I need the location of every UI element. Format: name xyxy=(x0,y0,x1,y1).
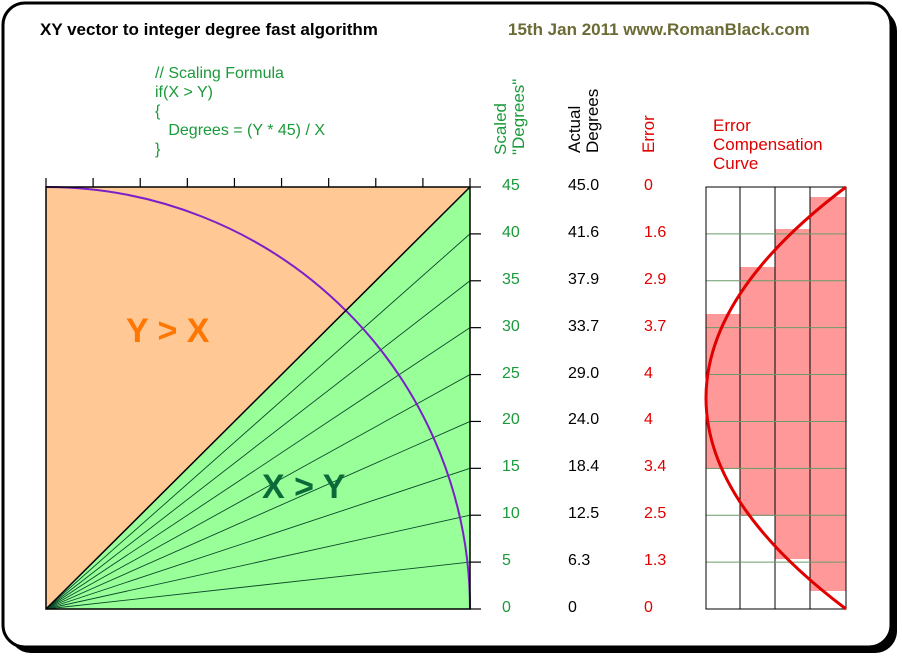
error-value: 2.9 xyxy=(644,270,667,288)
error-value: 2.5 xyxy=(644,505,667,523)
bar-col-4 xyxy=(810,197,846,591)
bar-col-1 xyxy=(706,314,740,469)
code-line: // Scaling Formula xyxy=(155,65,284,82)
scaled-value: 15 xyxy=(502,458,520,476)
scaled-header-line2: "Degrees" xyxy=(509,78,528,155)
curve-grid xyxy=(706,187,846,609)
error-value: 1.3 xyxy=(644,552,667,570)
curve-title-line3: Curve xyxy=(713,154,759,173)
degree-ray xyxy=(45,374,471,610)
bar-col-2 xyxy=(740,267,775,516)
scaled-value: 5 xyxy=(502,552,511,570)
curve-title: Error Compensation Curve xyxy=(713,116,823,173)
bar-col-3 xyxy=(775,229,810,559)
degree-ray xyxy=(45,467,471,610)
curve-title-line2: Compensation xyxy=(713,135,823,154)
degree-ray xyxy=(45,561,471,610)
square-border xyxy=(45,186,471,610)
scaled-value: 0 xyxy=(502,599,511,616)
error-header: Error xyxy=(639,115,658,153)
actual-header-line2: Degrees xyxy=(583,88,602,153)
degree-ray xyxy=(45,280,471,610)
actual-value: 45.0 xyxy=(568,177,600,194)
credit-text: 15th Jan 2011 www.RomanBlack.com xyxy=(508,20,810,39)
diagram-title: XY vector to integer degree fast algorit… xyxy=(40,20,378,39)
actual-value: 33.7 xyxy=(568,317,600,335)
scaled-value: 10 xyxy=(502,505,520,523)
degree-ray xyxy=(45,421,471,610)
degree-ray xyxy=(45,514,471,610)
actual-value: 0 xyxy=(568,599,577,616)
angle-diagram xyxy=(45,178,481,610)
code-line: { xyxy=(155,103,161,120)
curve-title-line1: Error xyxy=(713,116,751,135)
code-line: } xyxy=(155,141,161,158)
scaled-value: 40 xyxy=(502,223,520,241)
scaled-value: 30 xyxy=(502,317,520,335)
actual-value: 24.0 xyxy=(568,411,600,429)
scaled-value: 20 xyxy=(502,411,520,429)
diagonal-line xyxy=(45,186,471,610)
degree-ray xyxy=(45,233,471,610)
y-greater-label: Y > X xyxy=(126,312,210,350)
scaled-header-line1: Scaled xyxy=(491,103,510,155)
actual-header-line1: Actual xyxy=(565,105,584,153)
scaled-value: 25 xyxy=(502,364,520,382)
error-compensation-chart xyxy=(704,185,847,611)
actual-value: 29.0 xyxy=(568,364,600,382)
error-value: 4 xyxy=(644,364,653,382)
actual-value: 18.4 xyxy=(568,458,600,476)
error-value: 3.4 xyxy=(644,458,667,476)
error-value: 4 xyxy=(644,411,653,429)
x-greater-label: X > Y xyxy=(262,468,346,506)
error-value: 0 xyxy=(644,599,653,616)
scaled-value: 45 xyxy=(502,177,520,194)
compensation-curve xyxy=(704,185,847,611)
actual-value: 41.6 xyxy=(568,223,600,241)
error-value: 0 xyxy=(644,177,653,194)
scaled-value: 35 xyxy=(502,270,520,288)
right-axis-ticks xyxy=(470,186,481,610)
top-axis-ticks xyxy=(45,178,471,187)
error-value: 3.7 xyxy=(644,317,667,335)
actual-value: 12.5 xyxy=(568,505,600,523)
code-line: Degrees = (Y * 45) / X xyxy=(155,122,326,139)
scaling-formula-code: // Scaling Formula if(X > Y) { Degrees =… xyxy=(155,64,325,159)
code-line: if(X > Y) xyxy=(155,84,213,101)
error-value: 1.6 xyxy=(644,223,667,241)
actual-value: 37.9 xyxy=(568,270,600,288)
actual-value: 6.3 xyxy=(568,552,591,570)
